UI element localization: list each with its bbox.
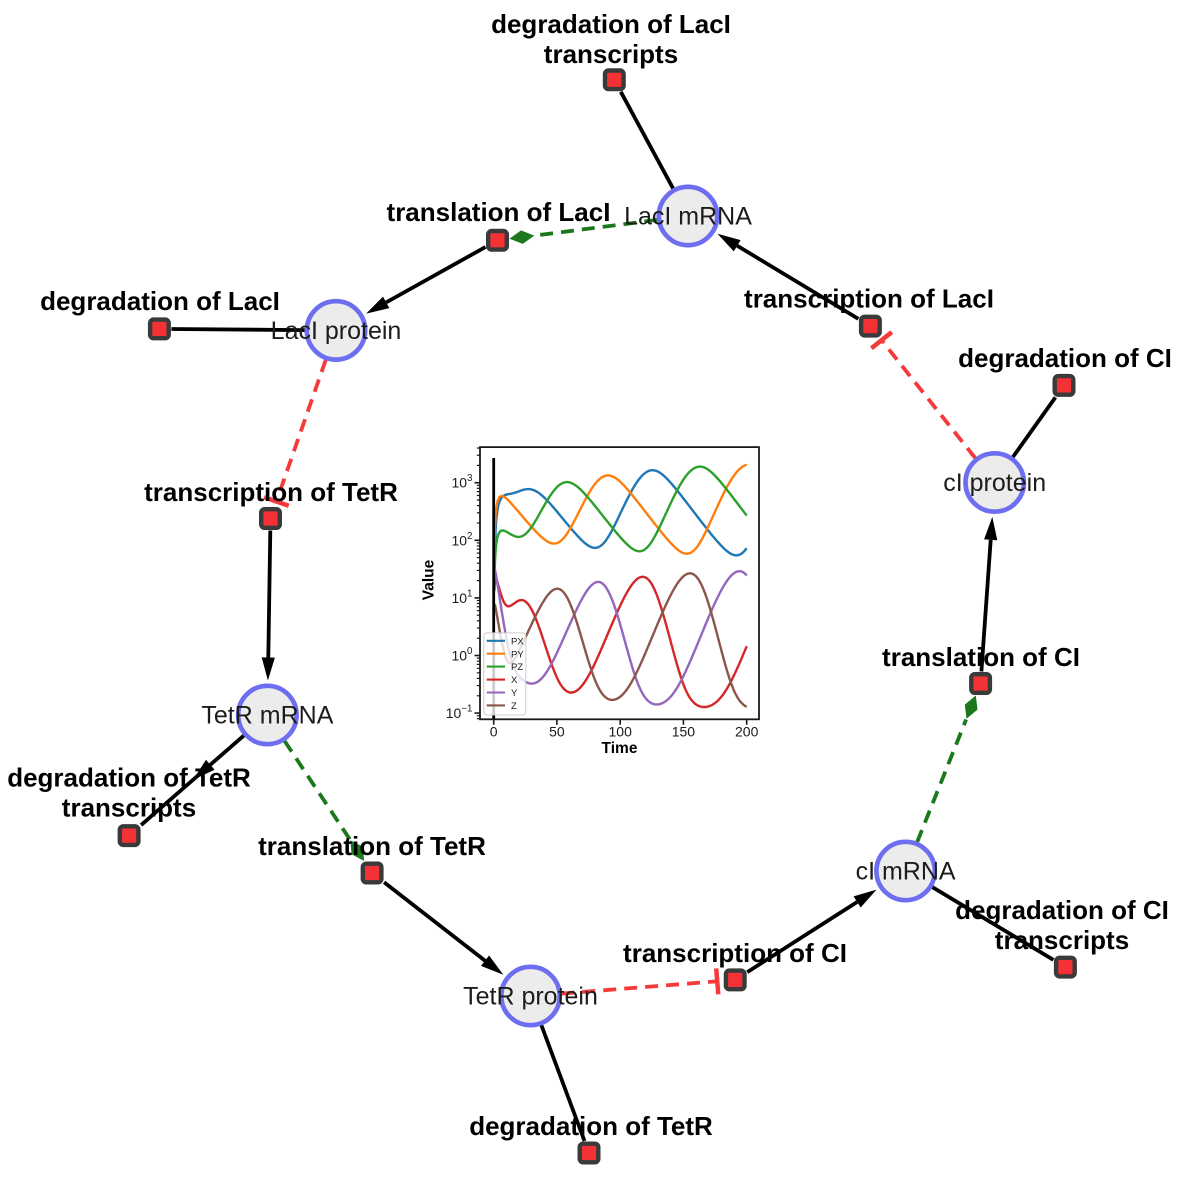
svg-text:degradation of CI: degradation of CI	[955, 895, 1169, 925]
svg-text:transcripts: transcripts	[62, 793, 196, 823]
svg-text:cI mRNA: cI mRNA	[856, 858, 956, 886]
svg-text:100: 100	[609, 724, 633, 740]
svg-text:transcripts: transcripts	[544, 39, 678, 69]
svg-text:Value: Value	[421, 559, 438, 600]
svg-text:200: 200	[735, 724, 759, 740]
svg-text:translation of CI: translation of CI	[882, 642, 1080, 672]
svg-text:degradation of LacI: degradation of LacI	[491, 9, 731, 39]
svg-text:Z: Z	[511, 701, 517, 712]
svg-text:TetR mRNA: TetR mRNA	[201, 702, 333, 730]
svg-text:degradation of TetR: degradation of TetR	[7, 763, 251, 793]
svg-text:cI protein: cI protein	[943, 469, 1046, 497]
svg-text:transcripts: transcripts	[995, 925, 1129, 955]
svg-text:transcription of LacI: transcription of LacI	[744, 284, 994, 314]
svg-text:50: 50	[549, 724, 565, 740]
svg-text:degradation of LacI: degradation of LacI	[40, 286, 280, 316]
svg-text:Time: Time	[602, 740, 638, 757]
svg-text:Y: Y	[511, 688, 518, 699]
svg-text:PZ: PZ	[511, 662, 523, 673]
svg-text:degradation of CI: degradation of CI	[958, 343, 1172, 373]
svg-text:TetR protein: TetR protein	[463, 983, 598, 1011]
svg-text:150: 150	[672, 724, 696, 740]
svg-text:translation of LacI: translation of LacI	[387, 197, 611, 227]
svg-text:0: 0	[490, 724, 498, 740]
svg-text:translation of TetR: translation of TetR	[258, 831, 486, 861]
svg-text:degradation of TetR: degradation of TetR	[469, 1111, 713, 1141]
svg-text:LacI protein: LacI protein	[271, 317, 402, 345]
svg-text:LacI mRNA: LacI mRNA	[624, 203, 752, 231]
svg-text:PX: PX	[511, 636, 524, 647]
svg-text:X: X	[511, 675, 518, 686]
svg-text:transcription of CI: transcription of CI	[623, 938, 847, 968]
svg-text:transcription of TetR: transcription of TetR	[144, 477, 398, 507]
svg-text:PY: PY	[511, 649, 524, 660]
